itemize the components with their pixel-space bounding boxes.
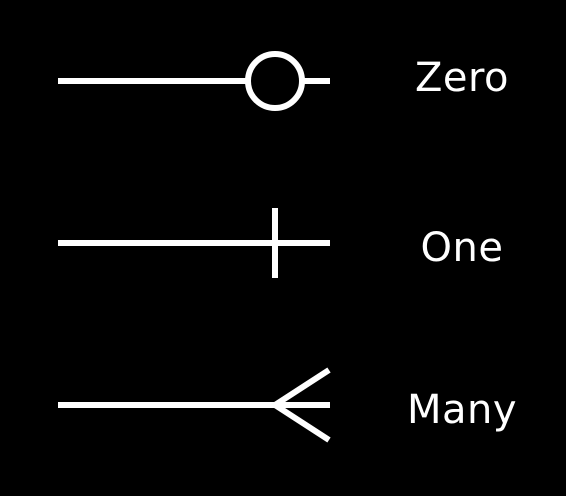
many-notation [58, 367, 331, 443]
crows-foot-icon [273, 367, 331, 443]
many-label: Many [406, 387, 518, 433]
zero-notation [58, 51, 330, 111]
one-label: One [420, 225, 504, 271]
circle-icon [245, 51, 305, 111]
zero-label: Zero [414, 55, 510, 101]
one-notation [58, 208, 330, 278]
